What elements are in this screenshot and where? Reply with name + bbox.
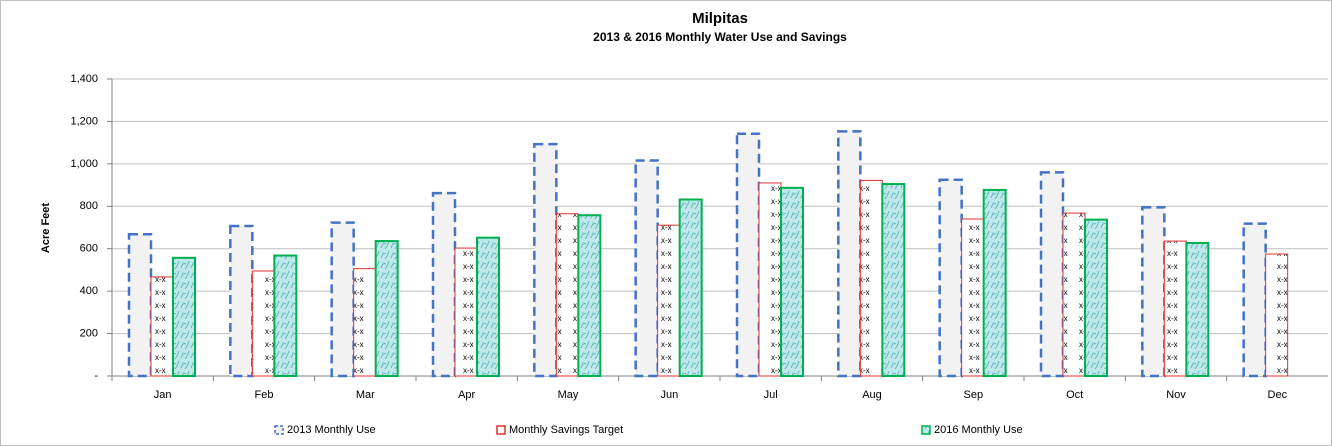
bar xyxy=(229,224,254,378)
x-tick-label: Aug xyxy=(862,389,882,401)
chart-title: Milpitas xyxy=(692,10,748,27)
x-tick-label: Jul xyxy=(764,389,778,401)
legend-label: 2013 Monthly Use xyxy=(287,424,376,436)
legend-label: Monthly Savings Target xyxy=(509,424,623,436)
bar xyxy=(859,179,883,377)
bar xyxy=(577,214,602,377)
y-tick-label: 600 xyxy=(80,243,98,255)
bar xyxy=(533,142,558,378)
bar xyxy=(251,270,275,377)
x-tick-label: Dec xyxy=(1268,389,1288,401)
bar xyxy=(1185,241,1210,377)
bar xyxy=(657,224,681,377)
bar xyxy=(837,130,862,378)
y-tick-label: - xyxy=(94,370,98,382)
bar xyxy=(982,188,1007,377)
bar xyxy=(374,240,399,377)
x-tick-label: Jun xyxy=(660,389,678,401)
legend-label: 2016 Monthly Use xyxy=(934,424,1023,436)
bar xyxy=(150,276,174,377)
bar xyxy=(1062,212,1086,377)
bar xyxy=(172,256,196,377)
bar xyxy=(1084,218,1108,377)
y-tick-label: 1,200 xyxy=(70,115,98,127)
bar xyxy=(454,247,478,377)
bar xyxy=(634,159,659,378)
bar xyxy=(1265,253,1289,377)
bar xyxy=(881,183,906,377)
legend-swatch xyxy=(921,425,931,435)
y-tick-label: 800 xyxy=(80,200,98,212)
bar xyxy=(353,268,377,377)
bar xyxy=(1141,206,1166,378)
bar xyxy=(938,178,963,378)
chart-subtitle: 2013 & 2016 Monthly Water Use and Saving… xyxy=(593,30,847,44)
bar xyxy=(735,132,761,378)
x-tick-label: Oct xyxy=(1066,389,1083,401)
bar xyxy=(330,221,355,378)
bar xyxy=(678,198,703,377)
x-tick-label: Nov xyxy=(1166,389,1186,401)
x-tick-label: Apr xyxy=(458,389,475,401)
y-tick-label: 1,400 xyxy=(70,73,98,85)
bar xyxy=(780,186,804,377)
y-axis-label: Acre Feet xyxy=(40,203,52,253)
bar xyxy=(476,236,500,377)
x-tick-label: May xyxy=(558,389,579,401)
bar xyxy=(273,254,298,377)
bar xyxy=(1163,240,1187,377)
legend-swatch xyxy=(274,425,284,435)
y-tick-label: 400 xyxy=(80,285,98,297)
bar xyxy=(1039,171,1065,378)
x-tick-label: Mar xyxy=(356,389,375,401)
x-tick-label: Sep xyxy=(964,389,984,401)
bar xyxy=(431,191,457,378)
x-tick-label: Feb xyxy=(255,389,274,401)
bar xyxy=(127,233,153,378)
bar xyxy=(1242,222,1267,378)
x-tick-label: Jan xyxy=(154,389,172,401)
legend-swatch xyxy=(496,425,506,435)
y-tick-label: 1,000 xyxy=(70,158,98,170)
bar xyxy=(961,218,985,377)
y-tick-label: 200 xyxy=(80,327,98,339)
bar xyxy=(758,182,782,377)
bar xyxy=(555,213,579,377)
